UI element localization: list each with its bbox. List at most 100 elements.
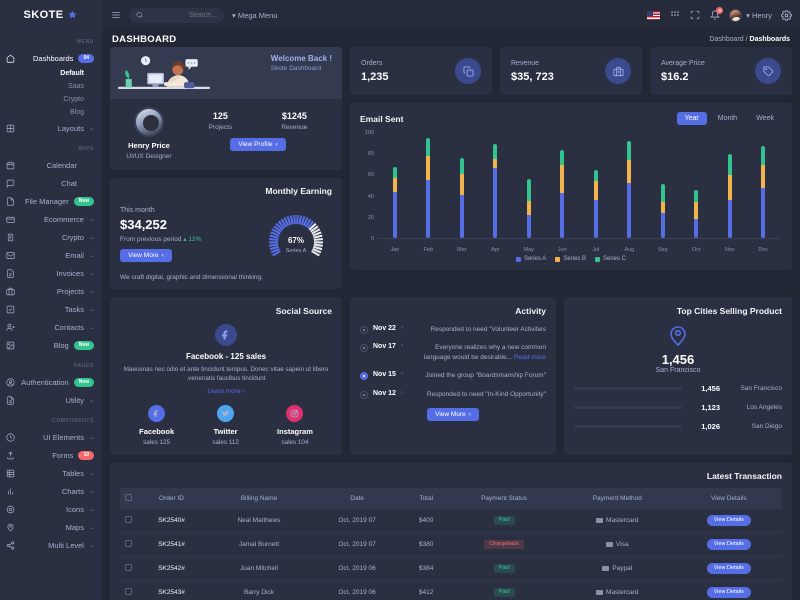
social-learn-more-link[interactable]: › Learn more <box>207 387 245 395</box>
sidebar-item-email[interactable]: ⌄ Email <box>0 246 102 264</box>
bar-column[interactable] <box>713 133 747 238</box>
activity-item[interactable]: "Responded to need "In-Kind Opportunity ‹… <box>360 390 546 399</box>
stat-card-orders[interactable]: Orders 1,235 <box>350 47 492 95</box>
activity-item[interactable]: "Joined the group "Boardsmanship Forum ‹ N… <box>360 371 546 381</box>
user-profile-dropdown[interactable]: Henry ▾ <box>729 8 772 22</box>
stacked-bar[interactable] <box>392 166 397 238</box>
sidebar-subitem-default[interactable]: Default <box>60 70 84 77</box>
search-box[interactable] <box>129 7 224 23</box>
stacked-bar[interactable] <box>761 145 766 238</box>
bar-column[interactable] <box>579 133 613 238</box>
table-row[interactable]: View Details Paypal Paid $384 Oct, 2019 06 Ju… <box>120 556 782 581</box>
bar-column[interactable] <box>646 133 680 238</box>
view-details-button[interactable]: View Details <box>706 562 751 574</box>
view-profile-button[interactable]: › View Profile <box>230 138 286 151</box>
sidebar-item-tasks[interactable]: ⌄ Tasks <box>0 300 102 318</box>
apps-grid-icon[interactable] <box>669 10 680 21</box>
sidebar-item-contacts[interactable]: ⌄ Contacts <box>0 318 102 336</box>
bar-column[interactable] <box>747 133 781 238</box>
stacked-bar[interactable] <box>526 179 531 238</box>
sidebar-item-charts[interactable]: ⌄ Charts <box>0 482 102 500</box>
bar-column[interactable] <box>412 133 446 238</box>
stat-card-average-price[interactable]: Average Price $16.2 <box>650 47 792 95</box>
sidebar-item-forms[interactable]: 10 Forms <box>0 446 102 464</box>
stacked-bar[interactable] <box>560 149 565 238</box>
sidebar-item-ecommerce[interactable]: ⌄ Ecommerce <box>0 210 102 228</box>
language-flag-icon[interactable] <box>647 10 661 20</box>
stacked-bar[interactable] <box>493 143 498 238</box>
sidebar-item-layouts[interactable]: ⌄ Layouts <box>0 119 102 137</box>
activity-item[interactable]: Responded to need "Volunteer Activities ‹… <box>360 325 546 334</box>
bar-column[interactable] <box>479 133 513 238</box>
row-checkbox[interactable] <box>124 587 132 595</box>
stacked-bar[interactable] <box>694 189 699 238</box>
bar-column[interactable] <box>512 133 546 238</box>
bar-column[interactable] <box>680 133 714 238</box>
breadcrumb-parent[interactable]: Dashboard <box>709 36 744 43</box>
stacked-bar[interactable] <box>593 169 598 238</box>
sidebar-subitem-saas[interactable]: Saas <box>68 83 84 90</box>
sidebar-subitem-blog[interactable]: Blog <box>69 109 84 116</box>
sidebar-item-icons[interactable]: ⌄ Icons <box>0 500 102 518</box>
bar-segment <box>694 189 699 203</box>
social-item[interactable]: Twitter sales 112 <box>212 404 239 446</box>
stat-card-revenue[interactable]: Revenue 723 ,$35 <box>500 47 642 95</box>
sidebar-subitem-crypto[interactable]: Crypto <box>63 96 84 103</box>
settings-gear-icon[interactable] <box>781 9 792 21</box>
stacked-bar[interactable] <box>727 154 732 238</box>
menu-toggle-icon[interactable] <box>110 10 121 21</box>
legend-item[interactable]: Series A <box>515 256 546 262</box>
view-details-button[interactable]: View Details <box>706 586 751 598</box>
timeline-node <box>360 344 368 353</box>
sidebar-item-projects[interactable]: ⌄ Projects <box>0 282 102 300</box>
sidebar-item-file-manager[interactable]: New File Manager <box>0 192 102 210</box>
sidebar-item-multi-level[interactable]: ⌄ Multi Level <box>0 536 102 554</box>
sidebar-item-dashboards[interactable]: 04 Dashboards <box>0 49 102 67</box>
stacked-bar[interactable] <box>426 138 431 238</box>
social-item[interactable]: Instagram sales 104 <box>277 404 313 446</box>
sidebar-item-authentication[interactable]: New Authentication <box>0 373 102 391</box>
view-details-button[interactable]: View Details <box>706 538 751 550</box>
bar-column[interactable] <box>378 133 412 238</box>
search-input[interactable] <box>146 11 217 19</box>
select-all-checkbox[interactable] <box>124 493 132 501</box>
sidebar-item-maps[interactable]: ⌄ Maps <box>0 518 102 536</box>
legend-item[interactable]: Series B <box>555 256 586 262</box>
legend-item[interactable]: Series C <box>595 256 626 262</box>
sidebar-item-calendar[interactable]: Calendar <box>0 156 102 174</box>
sidebar-section-title: MENU <box>76 39 94 45</box>
read-more-link[interactable]: Read more <box>513 353 546 361</box>
earning-view-more-button[interactable]: › View More <box>120 248 172 262</box>
stacked-bar[interactable] <box>660 184 665 238</box>
sidebar-item-blog[interactable]: New Blog <box>0 336 102 354</box>
tab-week[interactable]: Week <box>756 115 774 122</box>
sidebar-item-crypto[interactable]: ⌄ Crypto <box>0 228 102 246</box>
stacked-bar[interactable] <box>627 141 632 238</box>
social-item[interactable]: Facebook sales 125 <box>139 404 174 446</box>
row-checkbox[interactable] <box>124 515 132 523</box>
row-checkbox[interactable] <box>124 539 132 547</box>
activity-view-more-button[interactable]: › View More <box>427 408 479 422</box>
sidebar-item-chat[interactable]: Chat <box>0 174 102 192</box>
sidebar-item-tables[interactable]: ⌄ Tables <box>0 464 102 482</box>
sidebar-item-ui-elements[interactable]: ⌄ UI Elements <box>0 428 102 446</box>
sidebar-item-invoices[interactable]: ⌄ Invoices <box>0 264 102 282</box>
table-row[interactable]: View Details Visa Chargeback $380 Oct, 2019 … <box>120 532 782 557</box>
tab-year[interactable]: Year <box>676 112 707 125</box>
mega-menu-dropdown[interactable]: Mega Menu ▾ <box>232 10 278 20</box>
activity-item[interactable]: Everyone realizes why a new common langu… <box>360 343 546 362</box>
view-details-button[interactable]: View Details <box>706 514 751 526</box>
table-row[interactable]: View Details Mastercard Paid $400 Oct, 2019 … <box>120 508 782 533</box>
sidebar-item-label: Ecommerce <box>43 214 84 224</box>
row-checkbox[interactable] <box>124 563 132 571</box>
stacked-bar[interactable] <box>459 158 464 238</box>
notifications-bell-icon[interactable]: 3 <box>709 6 724 21</box>
fullscreen-icon[interactable] <box>689 10 700 21</box>
tab-month[interactable]: Month <box>717 115 738 122</box>
bar-column[interactable] <box>613 133 647 238</box>
table-row[interactable]: View Details Mastercard Paid $412 Oct, 2019 … <box>120 580 782 600</box>
sidebar-item-utility[interactable]: ⌄ Utility <box>0 391 102 409</box>
bar-column[interactable] <box>445 133 479 238</box>
brand-logo-block[interactable]: SKOTE <box>0 0 102 30</box>
bar-column[interactable] <box>546 133 580 238</box>
